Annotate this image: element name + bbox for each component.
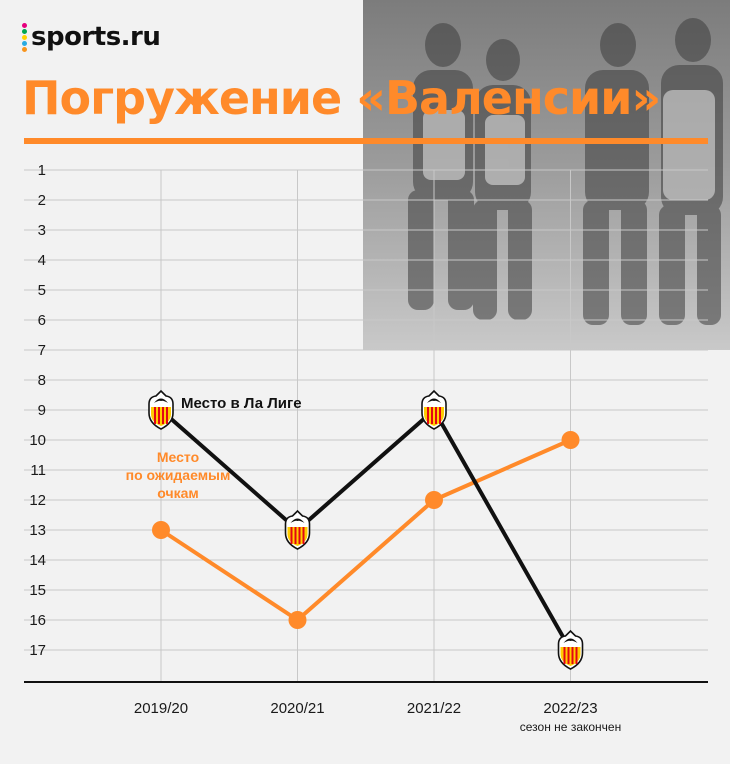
y-tick-label: 1 xyxy=(38,162,46,179)
series-labels: Место в Ла Лиге Место по ожидаемым очкам xyxy=(126,395,302,501)
y-tick-label: 13 xyxy=(29,522,46,539)
series-point xyxy=(288,611,307,629)
y-tick-label: 9 xyxy=(38,402,46,419)
logo-dot xyxy=(22,28,27,34)
vertical-grid xyxy=(160,170,571,682)
valencia-crest-icon xyxy=(421,389,447,430)
valencia-crest-icon xyxy=(148,389,174,430)
series-point xyxy=(152,521,170,539)
x-tick-label: 2021/22 xyxy=(407,700,461,717)
horizontal-grid xyxy=(24,169,708,651)
y-tick-label: 14 xyxy=(29,552,46,569)
page-title: Погружение «Валенсии» xyxy=(22,71,661,125)
series-label-expected-place: очкам xyxy=(157,485,198,501)
x-tick-label: 2020/21 xyxy=(270,700,324,717)
logo-dot xyxy=(22,40,27,46)
series-label-expected-place: по ожидаемым xyxy=(126,467,231,483)
x-tick-label: 2019/20 xyxy=(134,700,188,717)
y-tick-label: 6 xyxy=(38,312,46,329)
logo-dots-icon xyxy=(22,22,27,52)
logo-dot xyxy=(22,22,27,28)
y-tick-label: 16 xyxy=(29,612,46,629)
x-tick-note: сезон не закончен xyxy=(520,720,621,734)
y-tick-label: 3 xyxy=(38,222,46,239)
title-underline xyxy=(24,138,708,144)
y-tick-label: 17 xyxy=(29,642,46,659)
logo-text: sports.ru xyxy=(31,22,161,52)
logo-dot xyxy=(22,46,27,52)
series-point xyxy=(561,431,580,449)
y-tick-label: 12 xyxy=(29,492,46,509)
y-tick-label: 11 xyxy=(30,462,46,479)
y-tick-label: 4 xyxy=(38,252,46,269)
logo-dot xyxy=(22,34,27,40)
y-tick-label: 15 xyxy=(29,582,46,599)
series-line xyxy=(159,438,572,622)
valencia-crest-icon xyxy=(284,509,311,550)
series-label-expected-place: Место xyxy=(157,449,199,465)
series-point xyxy=(425,491,443,509)
y-tick-label: 7 xyxy=(38,342,46,359)
x-tick-label: 2022/23 xyxy=(543,700,597,717)
series-line xyxy=(159,408,573,651)
y-tick-label: 5 xyxy=(38,282,46,299)
y-tick-label: 2 xyxy=(38,192,46,209)
y-tick-label: 8 xyxy=(38,372,46,389)
sports-ru-logo: sports.ru xyxy=(22,22,161,52)
series-label-league-place: Место в Ла Лиге xyxy=(181,395,302,412)
y-tick-label: 10 xyxy=(29,432,46,449)
series-markers xyxy=(148,389,584,670)
x-axis-tick-labels: 2019/20 2020/21 2021/22 2022/23 сезон не зак… xyxy=(134,700,621,734)
series-lines xyxy=(159,408,573,651)
valencia-crest-icon xyxy=(557,629,584,670)
